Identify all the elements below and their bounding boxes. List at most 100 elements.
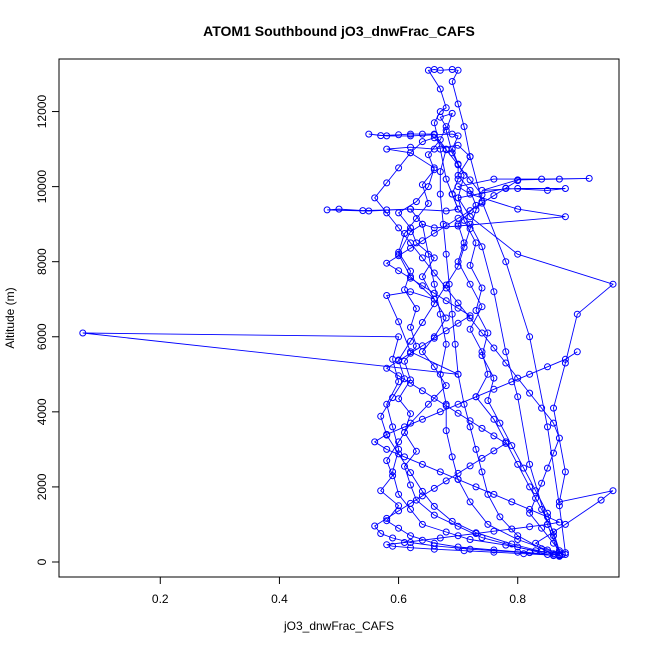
data-point-5-26 — [430, 134, 438, 142]
x-axis: 0.2 0.4 0.6 0.8 — [152, 577, 526, 606]
data-point-4-17 — [401, 286, 408, 294]
data-point-2-50 — [555, 498, 563, 506]
data-point-5-20 — [466, 225, 474, 233]
data-point-2-55 — [532, 539, 540, 547]
data-point-6-41 — [395, 267, 403, 275]
data-point-6-37 — [442, 297, 450, 305]
data-point-5-35 — [418, 254, 426, 262]
data-point-3-24 — [407, 224, 414, 232]
data-point-5-51 — [532, 494, 540, 502]
data-point-0-14 — [442, 250, 450, 258]
y-tick-label-0: 0 — [35, 558, 49, 565]
data-point-5-7 — [407, 469, 414, 477]
data-point-6-47 — [442, 222, 450, 230]
data-point-2-29 — [514, 205, 522, 213]
data-point-7-36 — [508, 378, 516, 386]
data-point-1-38 — [460, 123, 468, 131]
data-point-7-30 — [401, 423, 408, 431]
data-point-1-29 — [442, 104, 450, 112]
data-point-0-40 — [526, 460, 534, 468]
data-point-6-40 — [407, 274, 414, 282]
data-point-7-29 — [383, 430, 391, 438]
data-point-1-20 — [365, 207, 373, 215]
data-point-4-1 — [514, 543, 522, 551]
data-point-3-8 — [395, 502, 403, 510]
data-point-6-45 — [418, 237, 426, 245]
data-point-4-48 — [550, 532, 557, 540]
data-point-1-21 — [407, 205, 414, 213]
data-point-5-12 — [401, 375, 408, 383]
y-axis-label: Altitude (m) — [3, 287, 17, 348]
series-line-2 — [82, 177, 614, 556]
data-point-7-20 — [508, 498, 516, 506]
data-point-6-13 — [442, 477, 450, 485]
data-point-6-44 — [407, 244, 414, 252]
data-point-4-25 — [424, 151, 432, 159]
data-point-4-5 — [412, 496, 420, 504]
data-point-5-5 — [430, 502, 438, 510]
data-point-7-32 — [436, 408, 444, 416]
data-point-5-45 — [538, 404, 546, 412]
data-point-6-17 — [490, 447, 498, 455]
data-point-2-49 — [561, 468, 569, 476]
data-point-2-48 — [550, 404, 557, 412]
data-point-5-34 — [407, 239, 414, 247]
data-point-5-22 — [478, 191, 486, 199]
data-point-3-41 — [466, 280, 474, 288]
data-point-2-10 — [389, 423, 397, 431]
data-point-6-21 — [466, 417, 474, 425]
data-point-7-11 — [454, 532, 462, 540]
data-point-4-10 — [407, 410, 414, 418]
data-point-6-15 — [466, 462, 474, 470]
data-point-1-44 — [555, 502, 563, 510]
data-point-1-7 — [442, 427, 450, 435]
data-point-3-11 — [383, 457, 391, 465]
data-point-4-37 — [478, 284, 486, 292]
data-point-0-37 — [490, 288, 498, 296]
data-point-5-30 — [383, 179, 391, 187]
data-point-1-19 — [323, 206, 331, 214]
data-point-3-2 — [490, 546, 498, 554]
data-point-1-41 — [502, 258, 510, 266]
data-point-2-14 — [395, 333, 403, 341]
data-point-7-1 — [520, 550, 528, 558]
data-point-7-8 — [401, 539, 408, 546]
data-point-3-19 — [442, 314, 450, 322]
data-point-6-31 — [418, 342, 426, 350]
data-point-3-34 — [466, 153, 474, 161]
data-point-2-35 — [555, 175, 563, 183]
data-point-0-20 — [418, 130, 426, 138]
data-point-7-7 — [383, 541, 391, 549]
data-point-3-10 — [389, 472, 397, 480]
data-point-2-46 — [573, 310, 581, 318]
data-point-2-44 — [514, 250, 522, 258]
data-point-0-6 — [478, 468, 486, 476]
data-point-6-25 — [418, 387, 426, 395]
data-point-6-12 — [430, 484, 438, 492]
data-point-6-18 — [502, 439, 510, 447]
data-point-6-23 — [442, 402, 450, 410]
data-point-4-33 — [454, 194, 462, 202]
data-point-7-15 — [526, 523, 534, 531]
data-point-7-25 — [418, 460, 426, 468]
data-point-5-49 — [544, 464, 551, 472]
data-point-4-34 — [460, 216, 468, 224]
data-point-0-4 — [496, 513, 504, 521]
data-point-3-15 — [442, 382, 450, 390]
data-point-2-7 — [395, 490, 403, 498]
data-point-6-51 — [490, 192, 498, 200]
data-point-3-32 — [430, 145, 438, 153]
data-point-5-55 — [558, 551, 566, 558]
data-point-1-4 — [466, 498, 474, 506]
data-point-6-46 — [430, 229, 438, 237]
data-point-5-18 — [454, 262, 462, 270]
series-line-0 — [368, 133, 560, 557]
data-point-4-44 — [508, 442, 516, 450]
data-point-1-33 — [436, 66, 444, 74]
data-point-2-33 — [538, 175, 546, 183]
data-point-7-37 — [526, 370, 534, 378]
data-point-2-20 — [407, 288, 414, 296]
data-point-4-41 — [490, 374, 498, 382]
data-point-5-25 — [442, 146, 450, 154]
data-point-0-22 — [395, 131, 403, 139]
